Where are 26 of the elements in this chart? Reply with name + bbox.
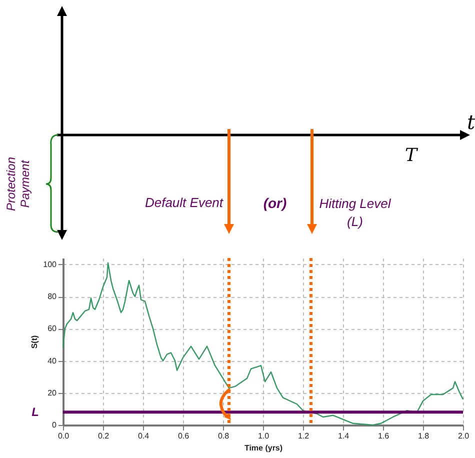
y-tick-label: 60 <box>48 324 58 334</box>
text: Hitting Level (L) <box>318 195 392 231</box>
x-tick-label: 1.0 <box>258 432 270 440</box>
x-axis-title: Time (yrs) <box>244 444 283 452</box>
text: Default Event <box>144 195 224 210</box>
text: (or) <box>262 195 288 211</box>
x-tick-label: 0.2 <box>98 432 110 440</box>
y-axis-title: S(t) <box>30 335 40 349</box>
text: Protection Payment <box>4 156 32 214</box>
x-tick-label: 1.2 <box>298 432 310 440</box>
x-tick-label: 0.8 <box>218 432 230 440</box>
ref-line-label: L <box>32 405 39 420</box>
y-tick-label: 80 <box>48 292 58 302</box>
x-tick-label: 0.4 <box>138 432 150 440</box>
y-tick-label: 20 <box>48 388 58 398</box>
x-tick-label: 1.4 <box>338 432 350 440</box>
text: T <box>404 145 419 166</box>
x-tick-label: 1.8 <box>418 432 430 440</box>
x-tick-label: 0.6 <box>178 432 190 440</box>
x-tick-label: 2.0 <box>458 432 470 440</box>
y-tick-label: 0 <box>52 420 58 430</box>
y-tick-label: 40 <box>48 356 58 366</box>
y-tick-label: 100 <box>43 260 58 269</box>
text: t <box>466 110 475 134</box>
x-tick-label: 0.0 <box>58 432 70 440</box>
x-tick-label: 1.6 <box>378 432 390 440</box>
